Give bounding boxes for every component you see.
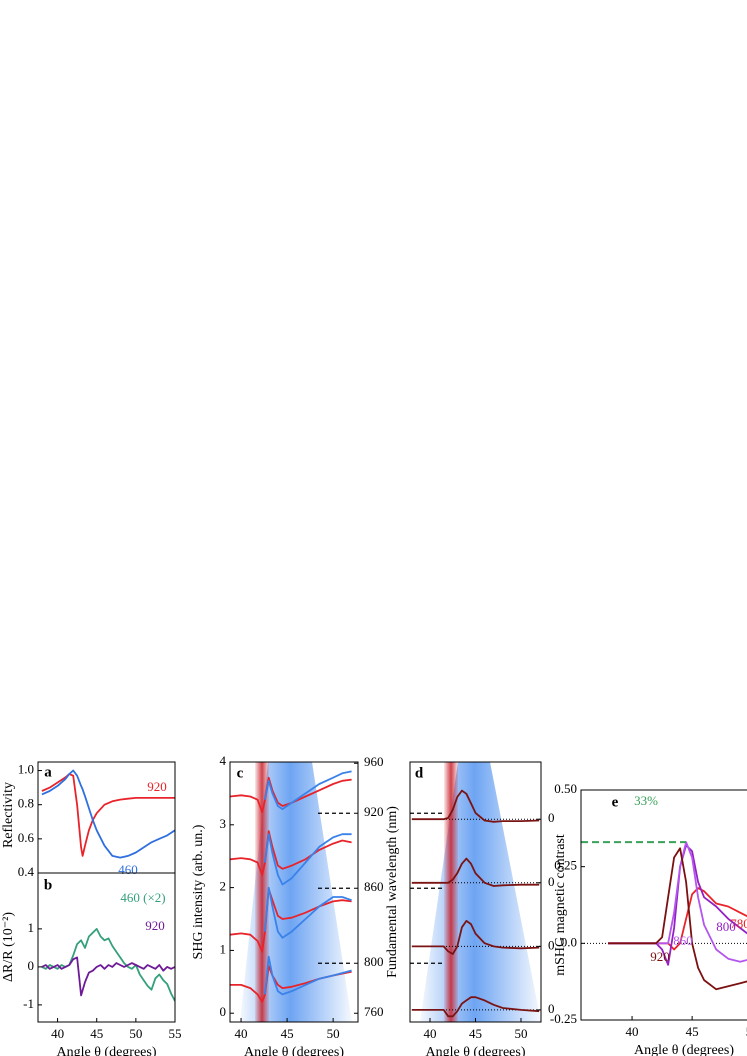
data-line	[411, 857, 540, 887]
data-line	[608, 847, 747, 991]
series-label: 920	[147, 779, 167, 794]
data-line	[230, 776, 352, 814]
data-line	[264, 955, 352, 996]
x-tick-label: 50	[514, 1026, 527, 1041]
series-label: 460	[118, 862, 138, 877]
data-line	[230, 888, 352, 953]
x-tick-label: 45	[90, 1026, 103, 1041]
x-tick-label: 45	[469, 1026, 482, 1041]
y-tick-label: 0	[548, 937, 555, 952]
y-axis-label: Reflectivity	[1, 782, 16, 848]
y-tick-label: 1	[28, 920, 35, 935]
y-tick-label: -1	[23, 996, 34, 1011]
y-tick-label: 1.0	[18, 762, 34, 777]
y2-tick-label: 760	[364, 1004, 384, 1019]
x-tick-label: 55	[169, 1026, 182, 1041]
x-tick-label: 45	[686, 1024, 699, 1039]
y-tick-label: 0	[548, 1001, 555, 1016]
y2-tick-label: 920	[364, 804, 384, 819]
panel: 40 45 50 0 1 2 3 4 960 920 860 800 760 c Angle θ (degr…	[191, 753, 400, 1056]
y-tick-label: 0.6	[18, 830, 35, 845]
data-line	[230, 830, 352, 876]
y2-axis-label: Fundamental wavelength (nm)	[385, 806, 400, 978]
data-line	[41, 928, 175, 1002]
y-tick-label: 4	[220, 753, 227, 768]
data-line	[264, 770, 352, 810]
panel: 40 45 50 0 0 0 0 d Angle θ (degrees)	[409, 761, 555, 1056]
y-axis-label: ΔR/R (10⁻²)	[1, 912, 16, 982]
y-axis-label: mSHG magnetic contrast	[553, 834, 568, 976]
data-line	[411, 789, 540, 823]
resonance-band	[255, 762, 269, 1022]
series-label: 800	[716, 919, 736, 934]
series-label: 920	[650, 949, 670, 964]
panel-letter: c	[237, 765, 244, 781]
resonance-band	[444, 762, 458, 1022]
annotation-label: 33%	[634, 793, 658, 808]
series-label: 460 (×2)	[120, 890, 165, 905]
series-label: 780	[730, 916, 747, 931]
panel: 460 (×2) 920 40 45 50 55 1 0 -1 b Angle θ (degrees…	[1, 872, 182, 1056]
data-line	[264, 886, 352, 939]
y-axis-label: SHG intensity (arb. un.)	[191, 824, 206, 959]
y-tick-label: 0	[28, 958, 35, 973]
x-axis-label: Angle θ (degrees)	[426, 1045, 526, 1056]
y-tick-label: 2	[220, 879, 227, 894]
x-tick-label: 40	[51, 1026, 64, 1041]
x-axis-label: Angle θ (degrees)	[634, 1043, 734, 1056]
data-line	[41, 769, 175, 859]
data-line	[264, 833, 352, 886]
y-tick-label: 1	[220, 941, 227, 956]
y-tick-label: 0.4	[18, 864, 35, 879]
x-tick-label: 40	[424, 1026, 437, 1041]
plot-area	[581, 841, 747, 991]
y-tick-label: 0.50	[554, 781, 577, 796]
series-label: 860	[673, 933, 693, 948]
y2-tick-label: 860	[364, 879, 384, 894]
x-axis-label: Angle θ (degrees)	[57, 1045, 157, 1056]
data-line	[411, 996, 540, 1018]
x-axis-label: Angle θ (degrees)	[244, 1045, 344, 1056]
panel-letter: d	[415, 765, 424, 781]
y-tick-label: 0	[220, 1004, 227, 1019]
y2-tick-label: 960	[364, 754, 384, 769]
panel-letter: a	[44, 764, 52, 780]
y-tick-label: -0.25	[550, 1011, 577, 1026]
x-tick-label: 50	[746, 1024, 747, 1039]
plot-area	[41, 928, 175, 1002]
panel-letter: b	[44, 877, 52, 893]
series-label: 920	[145, 918, 165, 933]
plot-area	[230, 762, 352, 1022]
panel-letter: e	[612, 794, 619, 810]
y-tick-label: 0.25	[554, 858, 577, 873]
frame	[37, 872, 176, 1023]
resonance-wedge	[420, 762, 541, 1022]
x-tick-label: 50	[129, 1026, 142, 1041]
data-line	[411, 920, 540, 955]
plot-area	[411, 762, 541, 1022]
y-tick-label: 0.0	[561, 934, 577, 949]
plot-area	[41, 769, 175, 859]
frame	[580, 789, 747, 1021]
x-tick-label: 40	[626, 1024, 639, 1039]
x-tick-label: 40	[235, 1026, 248, 1041]
x-tick-label: 50	[327, 1026, 340, 1041]
panel: 920 460 1.0 0.8 0.6 0.4 a Reflectivity	[1, 761, 176, 879]
frame	[229, 761, 359, 1023]
data-line	[41, 956, 175, 997]
y-tick-label: 0.8	[18, 796, 34, 811]
y-tick-label: 0	[548, 810, 555, 825]
y2-tick-label: 800	[364, 954, 384, 969]
y-tick-label: 0	[548, 874, 555, 889]
x-tick-label: 45	[281, 1026, 294, 1041]
y-tick-label: 3	[220, 816, 227, 831]
